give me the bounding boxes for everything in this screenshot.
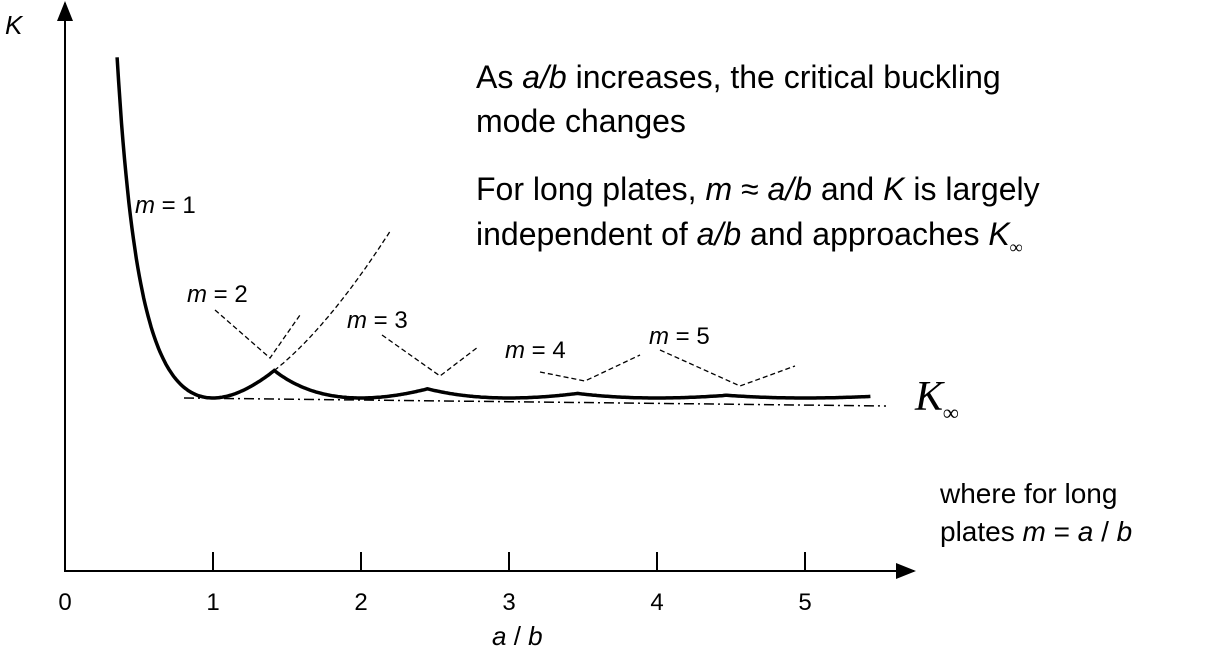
x-tick-label: 5: [798, 589, 811, 616]
x-axis-label: a / b: [492, 621, 543, 651]
note-line: For long plates, m ≈ a/b and K is largel…: [476, 171, 1040, 207]
note: As a/b increases, the critical buckling …: [476, 59, 1040, 257]
curves: [115, 57, 871, 400]
asymptote-label: K∞: [914, 374, 959, 425]
mode-dashed: [659, 349, 796, 387]
mode-dashed: [381, 334, 479, 377]
mode-label: m = 3: [347, 307, 408, 334]
y-axis-label: K: [5, 10, 24, 40]
note-line: mode changes: [476, 103, 686, 139]
x-tick-label: 4: [650, 589, 663, 616]
x-tick-label: 2: [354, 589, 367, 616]
note-line: As a/b increases, the critical buckling: [476, 59, 1001, 95]
asymptote: [183, 397, 887, 407]
mode-dashed: [214, 309, 301, 359]
x-tick-label: 3: [502, 589, 515, 616]
mode-label: m = 4: [505, 337, 566, 364]
mode-label: m = 5: [649, 323, 710, 350]
envelope-curve: [115, 57, 871, 400]
x-ticks: 0 1 2 3 4 5: [58, 552, 812, 616]
note-line: where for long: [939, 478, 1117, 509]
note: where for long plates m = a / b: [939, 478, 1132, 547]
note-line: plates m = a / b: [940, 516, 1132, 547]
note-line: independent of a/b and approaches K∞: [476, 216, 1023, 257]
x-tick-label: 0: [58, 589, 71, 616]
x-tick-label: 1: [206, 589, 219, 616]
mode-label: m = 2: [187, 281, 248, 308]
mode-label: m = 1: [135, 192, 196, 219]
mode-curve: [273, 231, 391, 372]
